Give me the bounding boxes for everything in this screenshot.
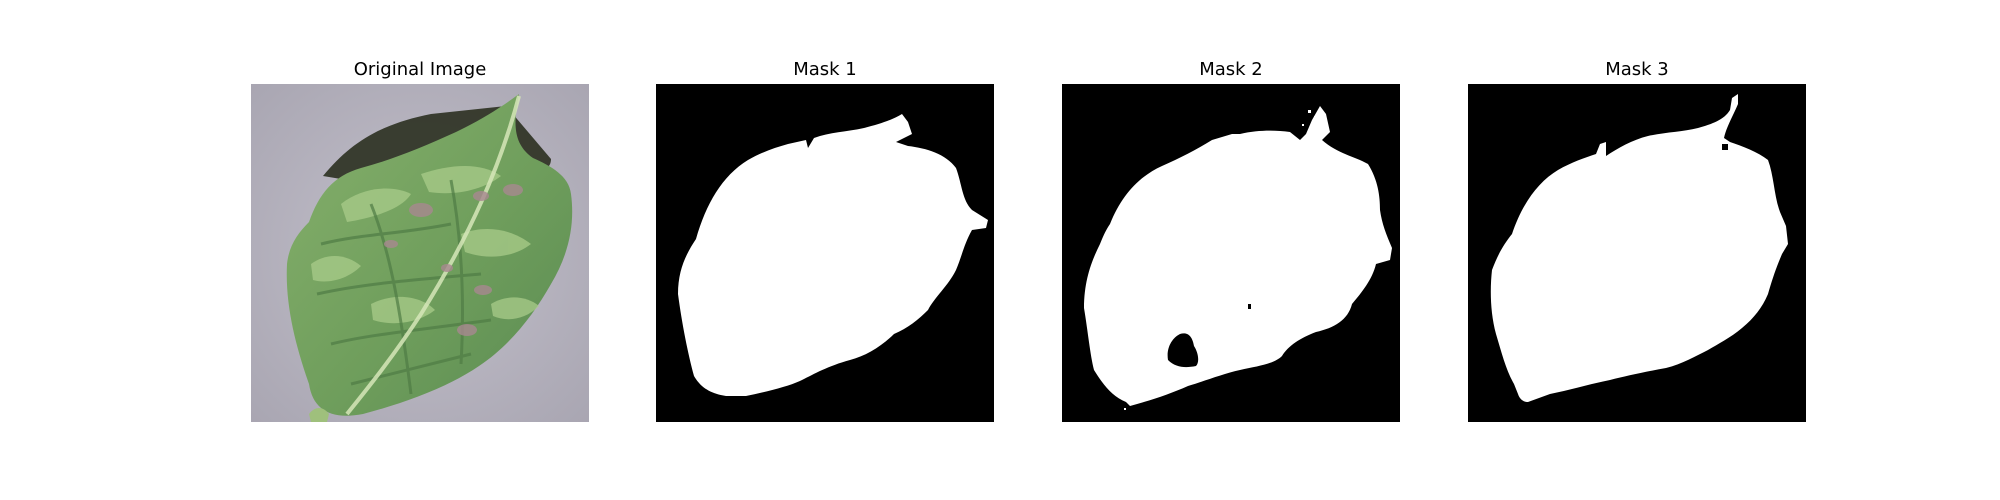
mask-2-title: Mask 2 [1199,59,1263,80]
mask-3-image [1468,84,1806,422]
mask-2-image [1062,84,1400,422]
leaf-midrib [345,95,521,416]
original-image-panel: Original Image [251,58,589,422]
mask-1-panel: Mask 1 [656,58,994,422]
original-image [251,84,589,422]
leaf-fragment [309,408,329,422]
mask-2-foreground [1084,106,1392,406]
mask-1-image [656,84,994,422]
leaf-folds [316,179,492,395]
original-image-title: Original Image [353,59,487,80]
mask-3-notch [1722,144,1728,150]
mask-3-foreground [1490,94,1788,402]
mask-2-noise [1124,110,1316,410]
mask-3-panel: Mask 3 [1468,58,1806,422]
leaf [286,94,573,416]
mask-3-title: Mask 3 [1605,59,1669,80]
mask-1-title: Mask 1 [793,59,857,80]
mask-2-panel: Mask 2 [1062,58,1400,422]
mask-1-foreground [678,114,988,396]
leaf-spots [384,184,523,336]
mask-2-speck [1248,304,1251,309]
